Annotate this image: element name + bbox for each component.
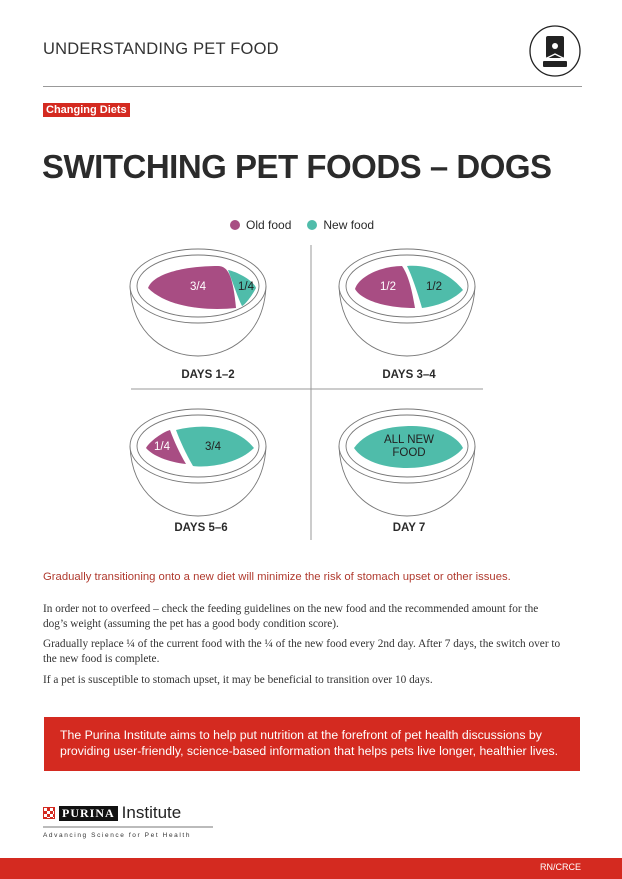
bowl-days-1-2: 3/4 1/4	[129, 248, 267, 357]
new-food-portion	[407, 265, 463, 308]
paragraph: Gradually replace ¼ of the current food …	[43, 638, 561, 665]
paragraph: In order not to overfeed – check the fee…	[43, 603, 539, 630]
bowl-days-5-6: 1/4 3/4	[129, 408, 267, 517]
legend-label: New food	[323, 218, 375, 232]
stage-label: DAYS 1–2	[181, 369, 235, 381]
stage-label: DAY 7	[392, 522, 426, 534]
new-fraction: 1/2	[426, 281, 442, 293]
stage-label: DAYS 3–4	[382, 369, 436, 381]
all-new-food-line1: ALL NEW	[384, 434, 434, 446]
new-fraction: 1/4	[238, 281, 255, 293]
bowls-diagram: 3/4 1/4 1/2 1/2 1/4 3/4 ALL NEW FOOD	[129, 245, 483, 540]
old-food-portion	[146, 430, 186, 464]
old-food-portion	[148, 266, 236, 309]
lead-text: Gradually transitioning onto a new diet …	[43, 571, 511, 583]
legend-label: Old food	[246, 218, 292, 232]
stage-label: DAYS 5–6	[174, 522, 228, 534]
old-food-portion	[355, 266, 415, 308]
logo-brand: PURINA	[59, 805, 118, 821]
legend: Old food New food	[230, 218, 374, 232]
purina-institute-logo: PURINA Institute Advancing Science for P…	[43, 803, 213, 839]
old-fraction: 1/4	[154, 441, 171, 453]
header-title: UNDERSTANDING PET FOOD	[43, 40, 279, 58]
new-food-portion	[354, 426, 463, 468]
header-divider	[43, 86, 582, 87]
legend-item-old: Old food	[230, 218, 291, 232]
new-food-swatch	[307, 220, 318, 230]
page-title: SWITCHING PET FOODS – DOGS	[42, 148, 552, 185]
footer-code: RN/CRCE	[539, 862, 581, 872]
logo-tagline: Advancing Science for Pet Health	[43, 832, 192, 839]
pet-food-bag-icon	[529, 25, 581, 77]
checkerboard-icon	[43, 807, 55, 819]
old-food-swatch	[230, 220, 240, 230]
legend-item-new: New food	[307, 218, 374, 232]
new-food-portion	[228, 270, 256, 306]
new-food-portion	[176, 426, 254, 467]
logo-name: Institute	[121, 803, 182, 822]
category-badge: Changing Diets	[43, 103, 130, 117]
old-fraction: 1/2	[380, 281, 396, 293]
footer-bar	[0, 858, 622, 879]
bowl-day-7: ALL NEW FOOD	[338, 408, 476, 517]
callout-box: The Purina Institute aims to help put nu…	[44, 717, 580, 771]
new-fraction: 3/4	[205, 441, 222, 453]
bowl-days-3-4: 1/2 1/2	[338, 248, 476, 357]
paragraph: If a pet is susceptible to stomach upset…	[43, 674, 433, 686]
all-new-food-line2: FOOD	[392, 447, 425, 459]
old-fraction: 3/4	[190, 281, 207, 293]
